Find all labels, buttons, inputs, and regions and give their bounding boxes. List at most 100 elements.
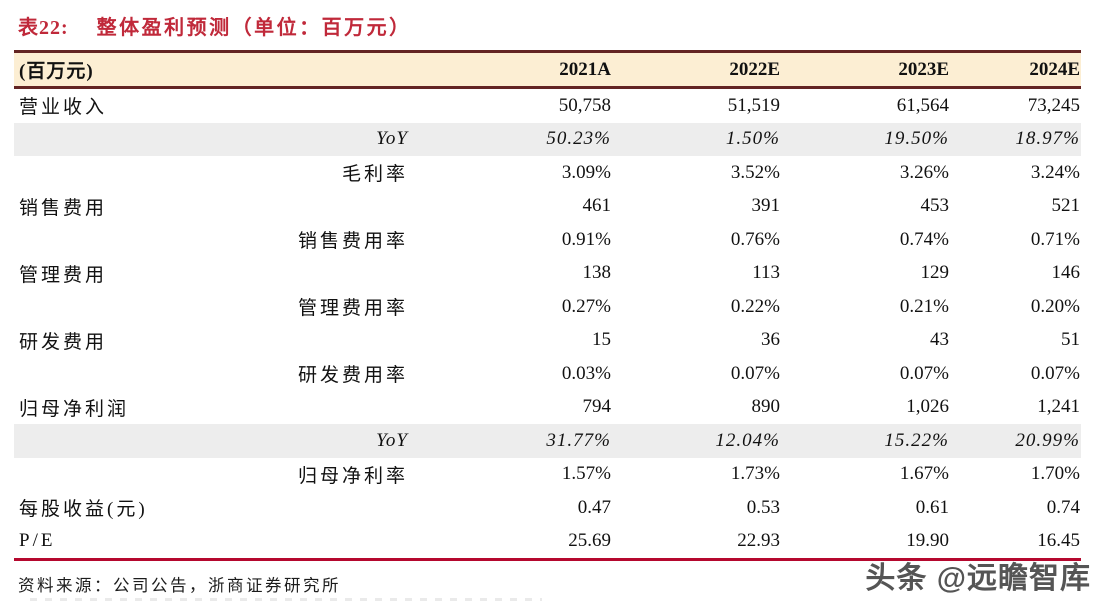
cell-value: 36 <box>761 329 780 351</box>
row-label: 管理费用 <box>19 264 108 286</box>
cell-value: 12.04% <box>715 429 780 451</box>
cell-value: 890 <box>751 396 781 418</box>
cell-value: 0.53 <box>746 496 780 518</box>
table-row: 管理费用率 0.27% 0.22% 0.21% 0.20% <box>14 290 1081 324</box>
cell-value: 1.70% <box>1030 463 1080 485</box>
row-sublabel <box>250 524 408 561</box>
cell-value: 1,241 <box>1037 396 1080 418</box>
watermark: 头条 @远瞻智库 <box>865 562 1091 595</box>
cell-value: 15.22% <box>884 429 949 451</box>
cell-value: 391 <box>751 195 781 217</box>
source-note: 资料来源：公司公告，浙商证券研究所 <box>18 576 341 595</box>
cell-value: 20.99% <box>1015 429 1080 451</box>
row-sublabel: 销售费用率 <box>297 231 408 253</box>
cell-value: 61,564 <box>896 94 949 116</box>
table-row: YoY 31.77% 12.04% 15.22% 20.99% <box>14 424 1081 458</box>
cell-value: 43 <box>930 329 949 351</box>
cell-value: 3.09% <box>561 161 611 183</box>
table-row: 毛利率 3.09% 3.52% 3.26% 3.24% <box>14 156 1081 190</box>
cell-value: 31.77% <box>546 429 611 451</box>
cell-value: 0.03% <box>561 362 611 384</box>
cell-value: 453 <box>920 195 950 217</box>
row-sublabel: 归母净利率 <box>297 465 408 487</box>
table-header: (百万元) 2021A 2022E 2023E 2024E <box>14 50 1081 89</box>
header-2023e: 2023E <box>781 50 950 89</box>
header-row: (百万元) 2021A 2022E 2023E 2024E <box>14 50 1081 89</box>
profit-forecast-table: (百万元) 2021A 2022E 2023E 2024E 营业收入 50,758… <box>14 50 1081 561</box>
header-2022e: 2022E <box>612 50 781 89</box>
row-sublabel: 研发费用率 <box>297 365 408 387</box>
table-row: 销售费用率 0.91% 0.76% 0.74% 0.71% <box>14 223 1081 257</box>
cell-value: 0.22% <box>730 295 780 317</box>
table-row: 归母净利率 1.57% 1.73% 1.67% 1.70% <box>14 458 1081 492</box>
row-sublabel <box>250 257 408 291</box>
cell-value: 22.93 <box>612 524 781 561</box>
table-title: 整体盈利预测（单位：百万元） <box>96 17 412 39</box>
cell-value: 50.23% <box>546 128 611 150</box>
cell-value: 1.50% <box>725 128 780 150</box>
row-label: 每股收益(元) <box>19 499 148 521</box>
table-row: 归母净利润 794 890 1,026 1,241 <box>14 391 1081 425</box>
cell-value: 0.91% <box>561 228 611 250</box>
cell-value: 15 <box>592 329 611 351</box>
cell-value: 0.07% <box>899 362 949 384</box>
cell-value: 129 <box>920 262 950 284</box>
cell-value: 25.69 <box>408 524 612 561</box>
table-row: 研发费用 15 36 43 51 <box>14 324 1081 358</box>
table-caption: 表22: 整体盈利预测（单位：百万元） <box>18 11 412 40</box>
row-label <box>14 458 250 492</box>
cell-value: 50,758 <box>558 94 611 116</box>
table-row: P/E 25.69 22.93 19.90 16.45 <box>14 524 1081 561</box>
table-row: 每股收益(元) 0.47 0.53 0.61 0.74 <box>14 491 1081 525</box>
cell-value: 0.21% <box>899 295 949 317</box>
cell-value: 51,519 <box>727 94 780 116</box>
row-sublabel <box>250 324 408 358</box>
table-row: 销售费用 461 391 453 521 <box>14 190 1081 224</box>
cell-value: 1.67% <box>899 463 949 485</box>
cell-value: 51 <box>1061 329 1080 351</box>
row-label <box>14 357 250 391</box>
row-label: 归母净利润 <box>19 398 130 420</box>
cell-value: 16.45 <box>950 524 1081 561</box>
cell-value: 3.26% <box>899 161 949 183</box>
row-label <box>14 424 250 458</box>
cell-value: 0.61 <box>915 496 949 518</box>
row-label <box>14 156 250 190</box>
row-sublabel: 毛利率 <box>341 164 408 186</box>
cell-value: 0.74% <box>899 228 949 250</box>
cell-value: 146 <box>1051 262 1081 284</box>
cutoff-text-artifact <box>30 598 542 601</box>
cell-value: 794 <box>582 396 612 418</box>
cell-value: 461 <box>582 195 612 217</box>
cell-value: 113 <box>752 262 780 284</box>
row-sublabel: YoY <box>376 429 408 451</box>
cell-value: 73,245 <box>1027 94 1080 116</box>
cell-value: 1.73% <box>730 463 780 485</box>
header-2021a: 2021A <box>408 50 612 89</box>
table-row: 管理费用 138 113 129 146 <box>14 257 1081 291</box>
cell-value: 0.07% <box>730 362 780 384</box>
row-label <box>14 290 250 324</box>
cell-value: 0.07% <box>1030 362 1080 384</box>
cell-value: 0.74 <box>1046 496 1080 518</box>
cell-value: 1,026 <box>906 396 949 418</box>
header-2024e: 2024E <box>950 50 1081 89</box>
cell-value: 521 <box>1051 195 1081 217</box>
cell-value: 19.90 <box>781 524 950 561</box>
row-label <box>14 223 250 257</box>
row-sublabel: YoY <box>376 128 408 150</box>
table-body: 营业收入 50,758 51,519 61,564 73,245 YoY 50.23% 1.5… <box>14 88 1081 561</box>
row-sublabel: 管理费用率 <box>297 298 408 320</box>
row-label: 研发费用 <box>19 331 108 353</box>
cell-value: 3.52% <box>730 161 780 183</box>
row-sublabel <box>250 88 408 123</box>
row-label: P/E <box>14 524 250 561</box>
row-label: 营业收入 <box>19 97 108 119</box>
row-label: 销售费用 <box>19 197 108 219</box>
row-sublabel <box>250 190 408 224</box>
cell-value: 0.27% <box>561 295 611 317</box>
cell-value: 0.47 <box>577 496 611 518</box>
row-sublabel <box>250 491 408 525</box>
table-row: YoY 50.23% 1.50% 19.50% 18.97% <box>14 122 1081 156</box>
